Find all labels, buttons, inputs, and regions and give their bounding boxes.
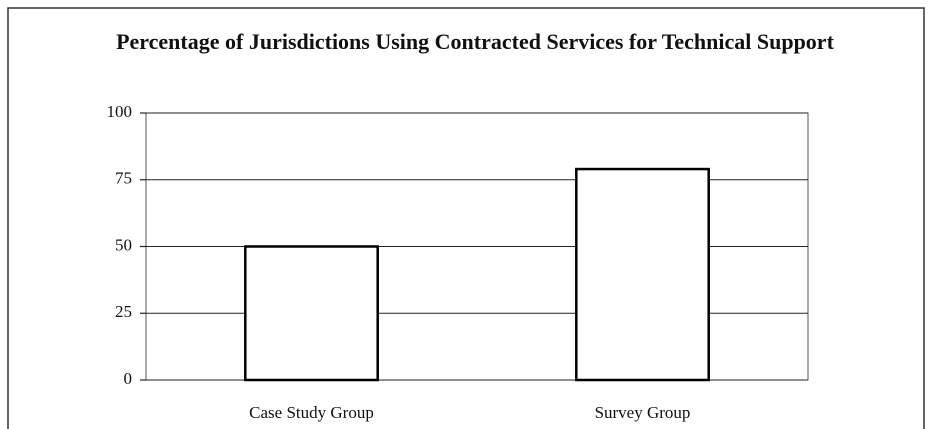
y-tick-label: 50: [115, 235, 132, 254]
bar: [575, 167, 710, 382]
y-tick-label: 25: [115, 302, 132, 321]
frame: [7, 7, 925, 429]
x-tick-label: Survey Group: [595, 403, 691, 422]
y-tick-label: 75: [115, 169, 132, 188]
y-tick-label: 0: [124, 369, 133, 388]
x-tick-label: Case Study Group: [249, 403, 374, 422]
y-tick-label: 100: [107, 102, 133, 121]
bar: [244, 245, 379, 382]
chart-title: Percentage of Jurisdictions Using Contra…: [116, 29, 834, 54]
